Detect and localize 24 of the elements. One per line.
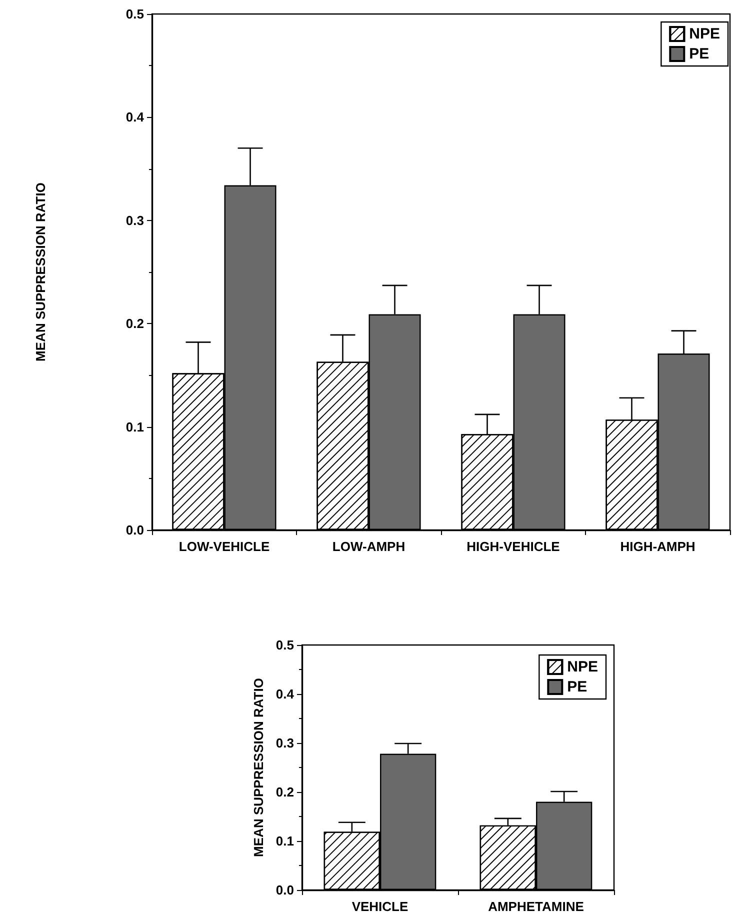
y-tick-label: 0.3 (126, 212, 144, 228)
y-tick-label: 0.5 (276, 638, 294, 652)
y-tick-label: 0.5 (126, 6, 144, 22)
x-tick-label: HIGH-VEHICLE (466, 539, 560, 554)
x-tick-label: VEHICLE (352, 899, 408, 914)
x-tick-label: HIGH-AMPH (620, 539, 696, 554)
legend-label: NPE (567, 658, 598, 676)
legend-label: NPE (689, 26, 720, 42)
x-tick-label: AMPHETAMINE (488, 899, 584, 914)
y-tick-label: 0.0 (276, 882, 294, 898)
y-tick-label: 0.4 (126, 110, 145, 125)
y-tick-label: 0.0 (126, 522, 144, 538)
legend-label: PE (567, 678, 588, 696)
y-tick-label: 0.1 (276, 834, 294, 848)
y-axis-title: MEAN SUPPRESSION RATIO (33, 182, 48, 362)
x-tick-label: LOW-VEHICLE (178, 539, 270, 554)
y-tick-label: 0.3 (276, 736, 294, 750)
x-tick-label: LOW-AMPH (332, 539, 406, 554)
legend-label: PE (689, 46, 710, 62)
y-tick-label: 0.2 (276, 784, 294, 800)
y-tick-label: 0.4 (276, 686, 295, 702)
y-tick-label: 0.1 (126, 419, 144, 434)
y-axis-title: MEAN SUPPRESSION RATIO (251, 678, 266, 857)
y-tick-label: 0.2 (126, 316, 144, 332)
